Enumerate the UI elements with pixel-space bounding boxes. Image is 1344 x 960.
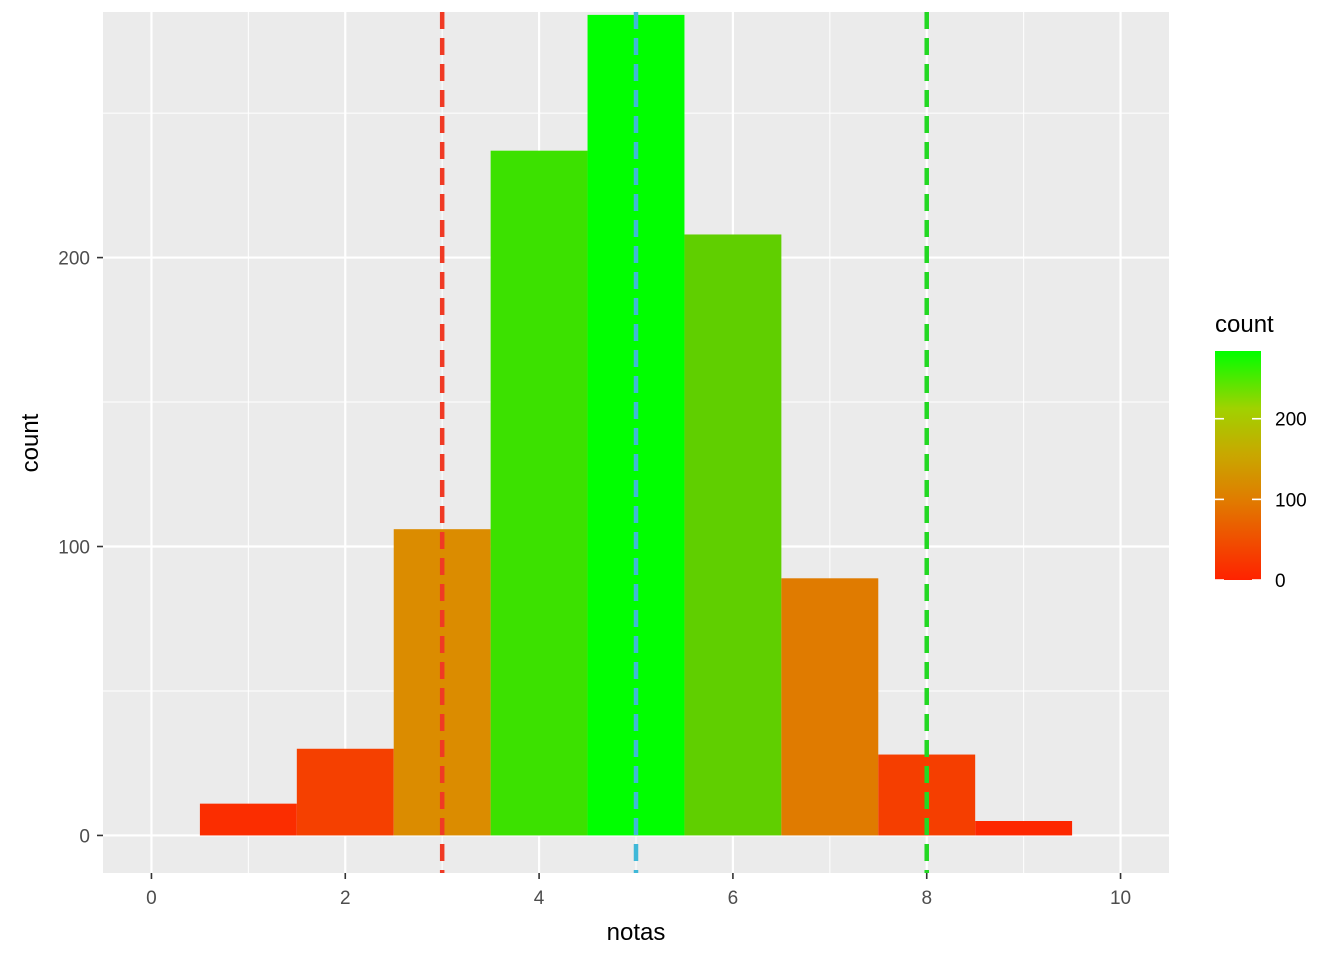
x-axis-title: notas bbox=[607, 919, 666, 946]
y-tick-labels: 0 100 200 bbox=[58, 249, 90, 848]
histogram-bar bbox=[587, 14, 685, 836]
x-tick-label: 8 bbox=[921, 888, 932, 909]
y-tick-label: 100 bbox=[58, 538, 90, 559]
legend-tick-label: 200 bbox=[1275, 410, 1307, 431]
x-tick-label: 0 bbox=[146, 888, 157, 909]
x-tick-label: 6 bbox=[728, 888, 739, 909]
y-tick-label: 0 bbox=[79, 826, 90, 847]
histogram-bar bbox=[781, 578, 879, 836]
legend-tick-label: 0 bbox=[1275, 571, 1286, 592]
legend-title: count bbox=[1215, 311, 1274, 338]
bars bbox=[199, 14, 1073, 836]
x-tick-label: 4 bbox=[534, 888, 545, 909]
histogram-bar bbox=[490, 150, 588, 836]
x-tick-label: 10 bbox=[1110, 888, 1131, 909]
histogram-bar bbox=[296, 748, 394, 836]
legend-ticks: 0 100 200 bbox=[1215, 410, 1307, 592]
axis-ticks bbox=[97, 256, 1122, 879]
histogram-bar bbox=[393, 529, 491, 836]
legend: count 0 100 200 bbox=[1215, 311, 1307, 592]
y-axis-title: count bbox=[17, 413, 44, 472]
legend-colorbar bbox=[1215, 351, 1261, 580]
x-tick-label: 2 bbox=[340, 888, 351, 909]
histogram-bar bbox=[684, 234, 782, 836]
legend-tick-label: 100 bbox=[1275, 490, 1307, 511]
histogram-bar bbox=[199, 803, 297, 836]
x-tick-labels: 0 2 4 6 8 10 bbox=[146, 888, 1131, 909]
y-tick-label: 200 bbox=[58, 249, 90, 270]
reference-lines bbox=[439, 12, 929, 873]
histogram-bar bbox=[975, 820, 1073, 836]
